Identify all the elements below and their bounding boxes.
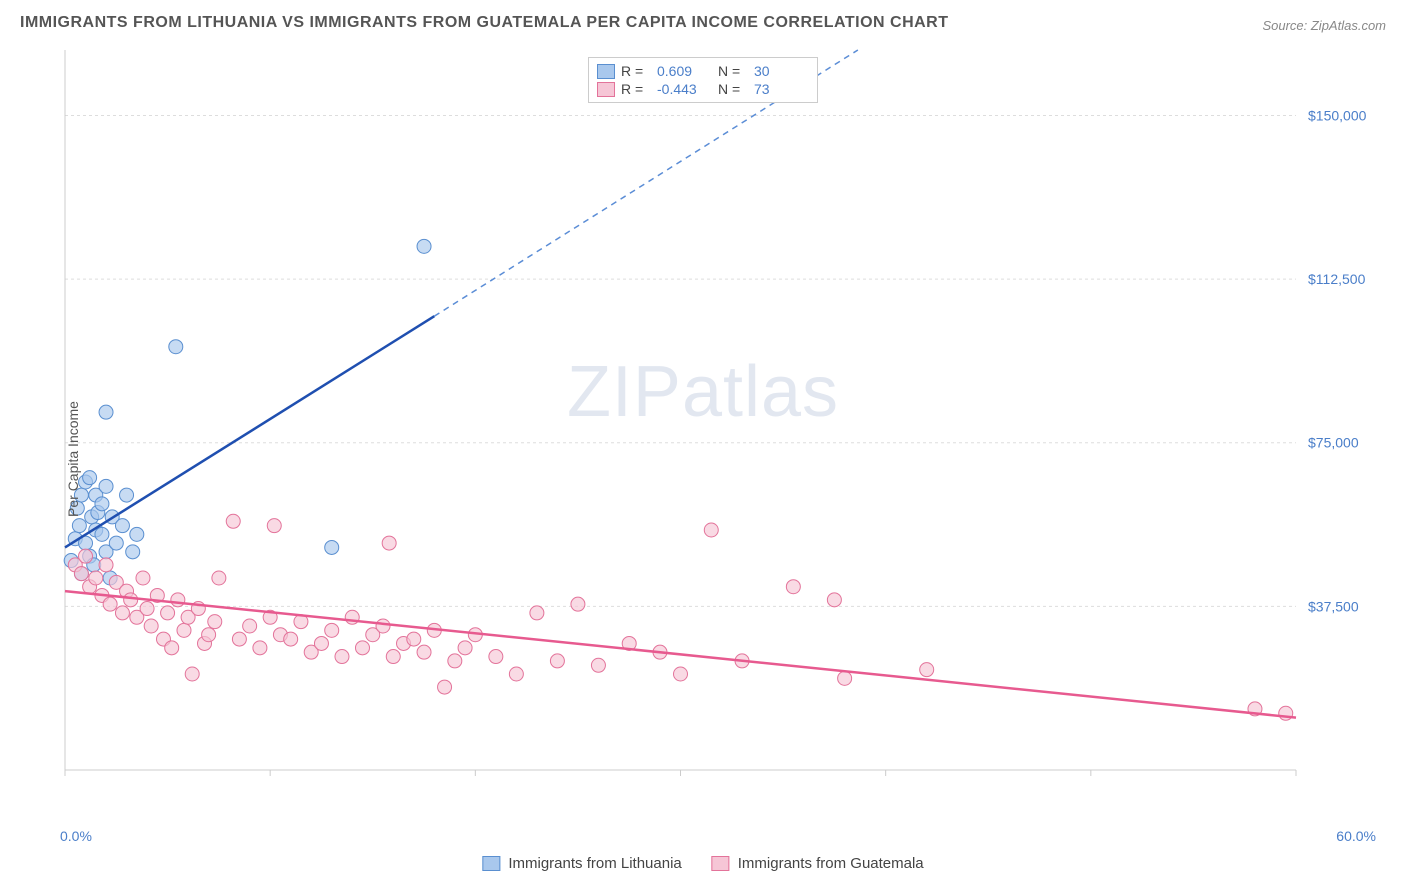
swatch-lithuania	[597, 64, 615, 79]
legend-label-guatemala: Immigrants from Guatemala	[738, 855, 924, 872]
stat-N-guatemala: 73	[754, 81, 809, 97]
scatter-plot-svg: $37,500 $75,000 $112,500 $150,000	[20, 45, 1386, 825]
legend: Immigrants from Lithuania Immigrants fro…	[482, 855, 923, 872]
legend-item-lithuania: Immigrants from Lithuania	[482, 855, 681, 872]
stat-label-R: R =	[621, 81, 651, 97]
correlation-stats-box: R = 0.609 N = 30 R = -0.443 N = 73	[588, 57, 818, 103]
stat-label-N: N =	[718, 63, 748, 79]
legend-swatch-lithuania	[482, 856, 500, 871]
legend-item-guatemala: Immigrants from Guatemala	[712, 855, 924, 872]
svg-text:$150,000: $150,000	[1308, 107, 1367, 123]
stat-label-R: R =	[621, 63, 651, 79]
x-tick-max: 60.0%	[1336, 828, 1376, 844]
stats-row-lithuania: R = 0.609 N = 30	[597, 62, 809, 80]
stat-R-lithuania: 0.609	[657, 63, 712, 79]
source-attribution: Source: ZipAtlas.com	[1262, 18, 1386, 33]
svg-text:$37,500: $37,500	[1308, 598, 1359, 614]
stat-R-guatemala: -0.443	[657, 81, 712, 97]
legend-swatch-guatemala	[712, 856, 730, 871]
stat-N-lithuania: 30	[754, 63, 809, 79]
svg-text:$75,000: $75,000	[1308, 435, 1359, 451]
swatch-guatemala	[597, 82, 615, 97]
y-axis-label: Per Capita Income	[65, 401, 81, 517]
chart-area: Per Capita Income ZIPatlas $37,500$75,00…	[20, 45, 1386, 872]
legend-label-lithuania: Immigrants from Lithuania	[508, 855, 681, 872]
svg-text:$112,500: $112,500	[1308, 271, 1366, 287]
stats-row-guatemala: R = -0.443 N = 73	[597, 80, 809, 98]
chart-title: IMMIGRANTS FROM LITHUANIA VS IMMIGRANTS …	[20, 14, 949, 32]
stat-label-N: N =	[718, 81, 748, 97]
x-tick-min: 0.0%	[60, 828, 92, 844]
